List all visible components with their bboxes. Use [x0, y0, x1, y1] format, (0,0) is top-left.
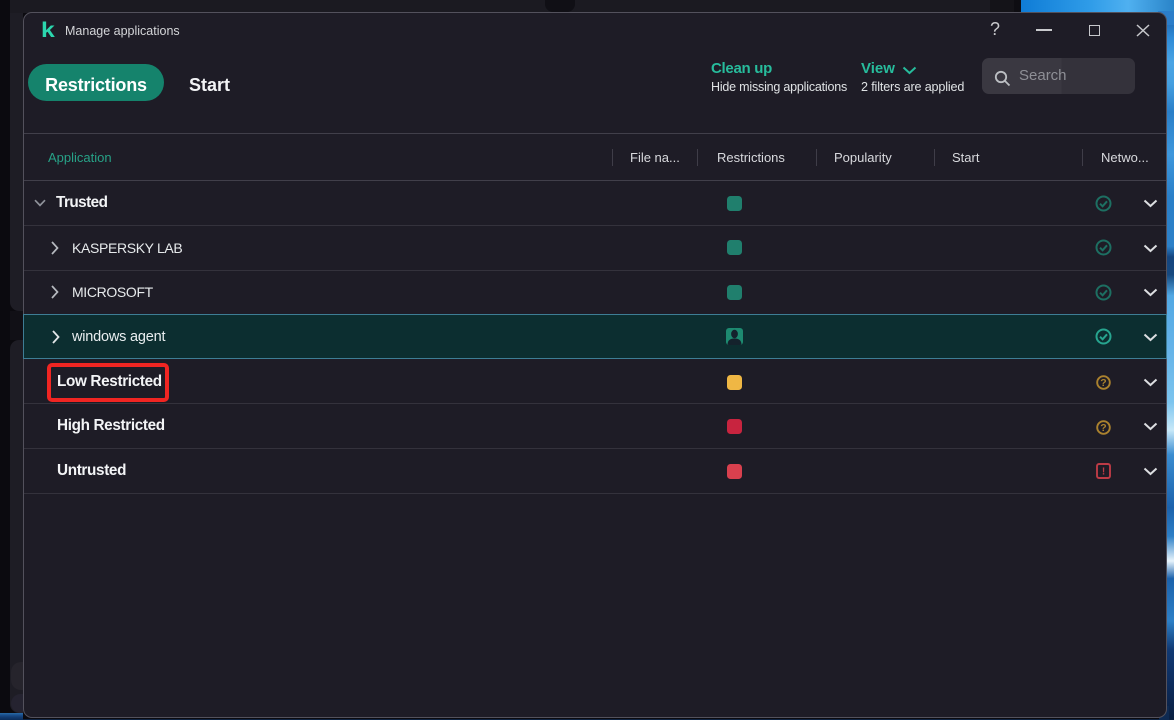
svg-text:?: ? — [1100, 422, 1106, 434]
svg-text:?: ? — [1100, 377, 1106, 389]
svg-text:!: ! — [1102, 467, 1105, 478]
